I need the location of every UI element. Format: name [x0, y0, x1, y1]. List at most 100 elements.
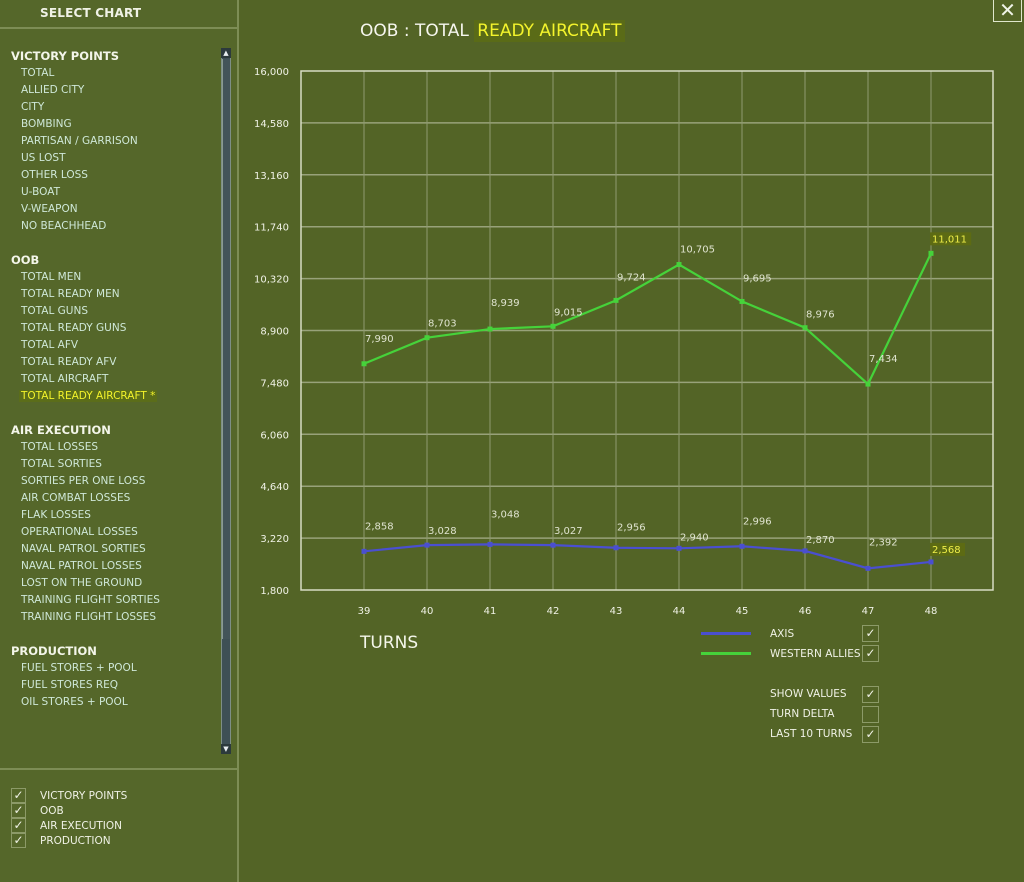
chart-item-oil-stores-pool[interactable]: OIL STORES + POOL [0, 694, 214, 711]
chart-item-total-ready-aircraft[interactable]: TOTAL READY AIRCRAFT * [0, 388, 214, 405]
chart-item-label: V-WEAPON [21, 203, 78, 215]
data-point[interactable] [739, 298, 745, 304]
filter-checkbox[interactable]: ✓ [11, 833, 26, 848]
x-tick-label: 42 [547, 606, 560, 617]
filter-air-execution[interactable]: ✓ AIR EXECUTION [11, 818, 122, 833]
last-10-turns-label: LAST 10 TURNS [770, 728, 853, 740]
y-tick-label: 14,580 [254, 119, 289, 130]
chart-item-no-beachhead[interactable]: NO BEACHHEAD [0, 218, 214, 235]
group-title: VICTORY POINTS [11, 49, 120, 63]
chart-item-label: TRAINING FLIGHT SORTIES [21, 594, 160, 606]
chart-item-label: TRAINING FLIGHT LOSSES [21, 611, 156, 623]
chart-item-bombing[interactable]: BOMBING [0, 116, 214, 133]
data-point[interactable] [676, 545, 682, 551]
data-point[interactable] [613, 297, 619, 303]
chart-item-label: TOTAL LOSSES [21, 441, 99, 453]
chart-item-total-ready-afv[interactable]: TOTAL READY AFV [0, 354, 214, 371]
data-point[interactable] [550, 323, 556, 329]
chart-list-scrollbar[interactable]: ▲ ▼ [221, 48, 231, 754]
scroll-up-arrow-icon[interactable]: ▲ [221, 48, 231, 58]
data-point[interactable] [928, 559, 934, 565]
chart-item-naval-patrol-sorties[interactable]: NAVAL PATROL SORTIES [0, 541, 214, 558]
data-point[interactable] [487, 541, 493, 547]
data-value-label: 2,392 [869, 537, 898, 548]
data-point[interactable] [739, 543, 745, 549]
data-point[interactable] [865, 565, 871, 571]
chart-item-flak-losses[interactable]: FLAK LOSSES [0, 507, 214, 524]
chart-item-total-aircraft[interactable]: TOTAL AIRCRAFT [0, 371, 214, 388]
chart-item-training-flight-sorties[interactable]: TRAINING FLIGHT SORTIES [0, 592, 214, 609]
x-tick-label: 48 [925, 606, 938, 617]
chart-item-label: TOTAL READY AIRCRAFT * [19, 390, 158, 402]
filter-checkbox[interactable]: ✓ [11, 788, 26, 803]
data-point[interactable] [613, 545, 619, 551]
chart-item-other-loss[interactable]: OTHER LOSS [0, 167, 214, 184]
turn-delta-checkbox[interactable] [862, 705, 879, 723]
data-point[interactable] [361, 361, 367, 367]
filter-production[interactable]: ✓ PRODUCTION [11, 833, 111, 848]
data-point[interactable] [424, 335, 430, 341]
chart-item-total-losses[interactable]: TOTAL LOSSES [0, 439, 214, 456]
chart-item-fuel-stores-pool[interactable]: FUEL STORES + POOL [0, 660, 214, 677]
chart-item-total-guns[interactable]: TOTAL GUNS [0, 303, 214, 320]
filter-checkbox[interactable]: ✓ [11, 803, 26, 818]
turn-delta-option: TURN DELTA [770, 705, 879, 723]
axis-series-checkbox[interactable]: ✓ [862, 625, 879, 642]
data-point[interactable] [928, 250, 934, 256]
data-point[interactable] [361, 548, 367, 554]
data-value-label: 2,940 [680, 532, 709, 543]
x-tick-label: 44 [673, 606, 686, 617]
chart-item-naval-patrol-losses[interactable]: NAVAL PATROL LOSSES [0, 558, 214, 575]
chart-item-label: U-BOAT [21, 186, 60, 198]
chart-item-total-men[interactable]: TOTAL MEN [0, 269, 214, 286]
close-button[interactable]: ✕ [993, 0, 1022, 22]
chart-item-sorties-per-one-loss[interactable]: SORTIES PER ONE LOSS [0, 473, 214, 490]
filter-victory-points[interactable]: ✓ VICTORY POINTS [11, 788, 127, 803]
legend-western-allies: WESTERN ALLIES ✓ [701, 645, 879, 662]
chart-item-allied-city[interactable]: ALLIED CITY [0, 82, 214, 99]
data-value-label: 2,956 [617, 523, 646, 534]
chart-item-fuel-stores-req[interactable]: FUEL STORES REQ [0, 677, 214, 694]
data-point[interactable] [676, 262, 682, 268]
chart-item-u-boat[interactable]: U-BOAT [0, 184, 214, 201]
data-point[interactable] [865, 381, 871, 387]
filter-label: AIR EXECUTION [40, 819, 123, 832]
chart-item-total-sorties[interactable]: TOTAL SORTIES [0, 456, 214, 473]
close-icon: ✕ [999, 0, 1016, 22]
data-point[interactable] [802, 325, 808, 331]
chart-group-air-execution: AIR EXECUTION TOTAL LOSSES TOTAL SORTIES SO… [0, 422, 214, 626]
show-values-checkbox[interactable]: ✓ [862, 685, 879, 703]
legend-label-western-allies: WESTERN ALLIES [770, 647, 861, 660]
chart-item-label: FUEL STORES + POOL [21, 662, 137, 674]
chart-item-total-afv[interactable]: TOTAL AFV [0, 337, 214, 354]
latest-value-highlight [930, 542, 965, 556]
chart-item-city[interactable]: CITY [0, 99, 214, 116]
filter-checkbox[interactable]: ✓ [11, 818, 26, 833]
scroll-thumb[interactable] [222, 59, 230, 639]
x-axis-label: TURNS [360, 633, 419, 653]
data-value-label: 8,939 [491, 298, 520, 309]
chart-item-training-flight-losses[interactable]: TRAINING FLIGHT LOSSES [0, 609, 214, 626]
scroll-down-arrow-icon[interactable]: ▼ [221, 744, 231, 754]
chart-item-total[interactable]: TOTAL [0, 65, 214, 82]
data-point[interactable] [487, 326, 493, 332]
filter-oob[interactable]: ✓ OOB [11, 803, 64, 818]
data-point[interactable] [424, 542, 430, 548]
x-tick-label: 46 [799, 606, 812, 617]
y-tick-label: 13,160 [254, 171, 289, 182]
chart-item-operational-losses[interactable]: OPERATIONAL LOSSES [0, 524, 214, 541]
data-point[interactable] [802, 548, 808, 554]
chart-item-total-ready-guns[interactable]: TOTAL READY GUNS [0, 320, 214, 337]
chart-item-v-weapon[interactable]: V-WEAPON [0, 201, 214, 218]
data-value-label: 3,048 [491, 509, 520, 520]
data-point[interactable] [550, 542, 556, 548]
chart-item-air-combat-losses[interactable]: AIR COMBAT LOSSES [0, 490, 214, 507]
western-allies-series-checkbox[interactable]: ✓ [862, 645, 879, 662]
chart-item-partisan-garrison[interactable]: PARTISAN / GARRISON [0, 133, 214, 150]
last-10-turns-checkbox[interactable]: ✓ [862, 725, 879, 743]
chart-group-victory-points: VICTORY POINTS TOTAL ALLIED CITY CITY BOMBIN… [0, 48, 214, 235]
chart-item-total-ready-men[interactable]: TOTAL READY MEN [0, 286, 214, 303]
chart-item-lost-on-the-ground[interactable]: LOST ON THE GROUND [0, 575, 214, 592]
line-chart: 1,800 3,220 4,640 6,060 7,480 8,900 10,320 11,7… [254, 67, 994, 617]
chart-item-us-lost[interactable]: US LOST [0, 150, 214, 167]
